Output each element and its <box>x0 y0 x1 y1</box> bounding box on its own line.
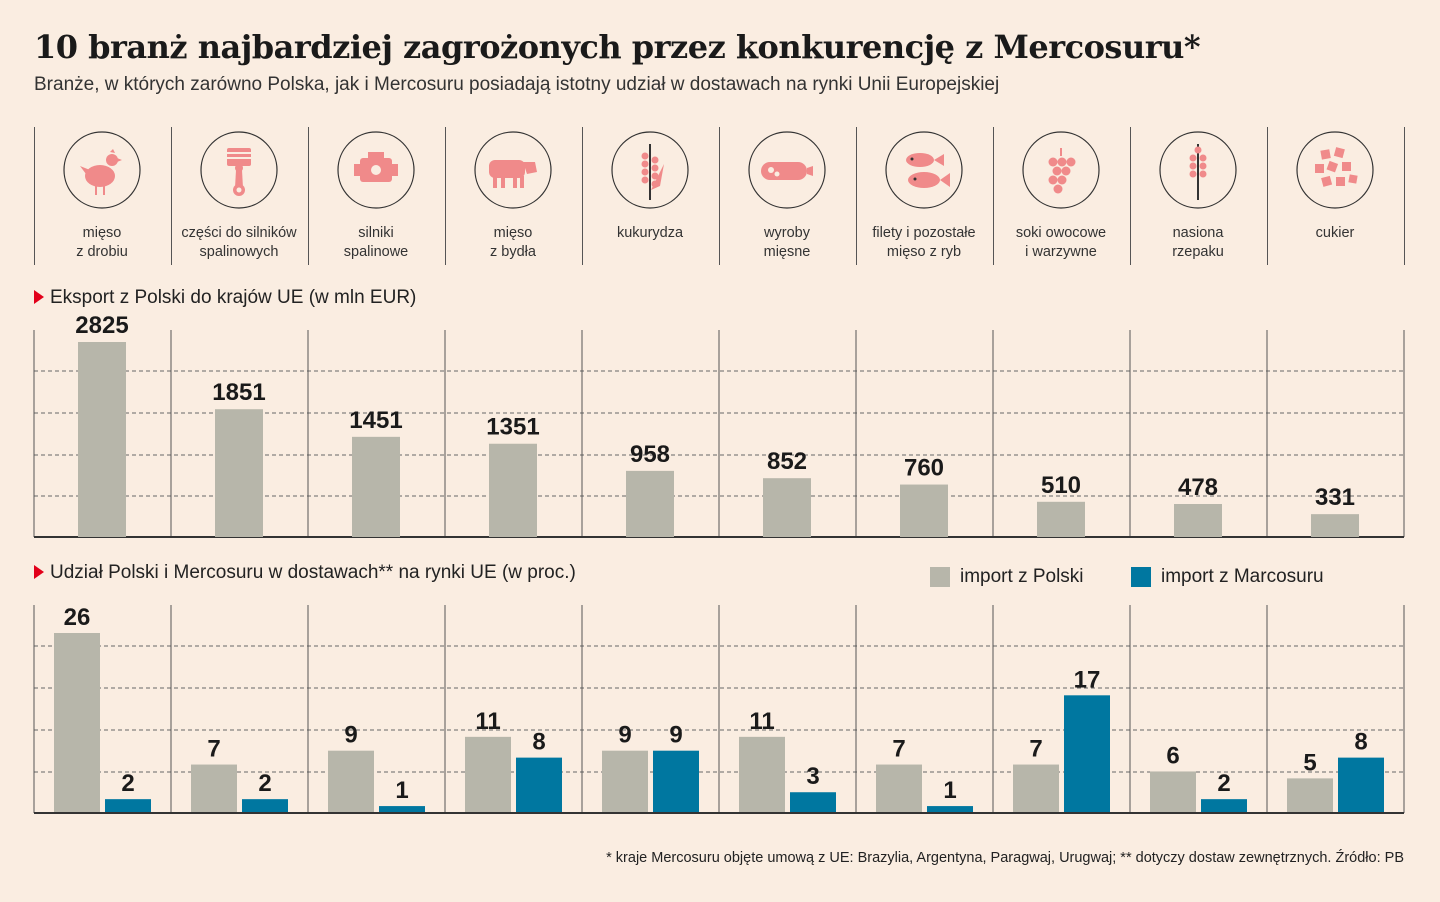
bar-poland <box>465 736 511 813</box>
data-label-mercosur: 9 <box>669 722 682 749</box>
legend-item-poland: import z Polski <box>930 566 1084 588</box>
bar-mercosur <box>516 757 562 813</box>
chicken-icon <box>62 130 142 210</box>
data-label-poland: 11 <box>475 708 500 735</box>
data-label: 478 <box>1178 474 1218 501</box>
category-label: nasiona rzepaku <box>1172 225 1224 260</box>
data-label-poland: 5 <box>1303 749 1316 776</box>
bar-mercosur <box>790 792 836 813</box>
legend-swatch-blue <box>1131 567 1151 587</box>
data-label: 760 <box>904 455 944 482</box>
bar-mercosur <box>1338 757 1384 813</box>
data-label: 1351 <box>486 414 539 441</box>
sugar-cubes-icon <box>1295 130 1375 210</box>
data-label-poland: 11 <box>749 708 774 735</box>
data-label-mercosur: 2 <box>1217 770 1230 797</box>
bar-poland <box>1013 764 1059 813</box>
bar-poland <box>191 764 237 813</box>
bar-poland <box>602 750 648 813</box>
rapeseed-icon <box>1158 130 1238 210</box>
legend-swatch-gray <box>930 567 950 587</box>
data-label: 1851 <box>212 379 265 406</box>
piston-icon <box>199 130 279 210</box>
export-heading: Eksport z Polski do krajów UE (w mln EUR… <box>34 287 416 309</box>
category-label: cukier <box>1315 225 1355 241</box>
bar-mercosur <box>379 806 425 813</box>
category-label: wyroby mięsne <box>763 225 811 260</box>
category-label: części do silników spalinowych <box>181 225 297 260</box>
data-label: 2825 <box>75 312 128 339</box>
red-triangle-icon <box>34 565 44 579</box>
category-label: mięso z bydła <box>490 225 536 260</box>
data-label: 331 <box>1315 484 1355 511</box>
bar-poland <box>1287 778 1333 813</box>
sausage-icon <box>747 130 827 210</box>
bar <box>1311 514 1359 537</box>
data-label-mercosur: 1 <box>395 777 408 804</box>
data-label-mercosur: 3 <box>806 763 819 790</box>
data-label-mercosur: 1 <box>943 777 956 804</box>
data-label-poland: 26 <box>64 604 91 631</box>
data-label-mercosur: 2 <box>258 770 271 797</box>
bar-poland <box>1150 771 1196 813</box>
data-label-poland: 7 <box>892 736 905 763</box>
data-label-mercosur: 8 <box>532 729 545 756</box>
bar-mercosur <box>1201 799 1247 813</box>
bar-poland <box>328 750 374 813</box>
data-label-mercosur: 2 <box>121 770 134 797</box>
engine-icon <box>336 130 416 210</box>
bar <box>1037 501 1085 537</box>
bar <box>352 436 400 537</box>
data-label-mercosur: 17 <box>1074 666 1101 693</box>
red-triangle-icon <box>34 290 44 304</box>
bar <box>215 409 263 537</box>
page-subtitle: Branże, w których zarówno Polska, jak i … <box>34 74 1000 95</box>
fish-icon <box>884 130 964 210</box>
category-label: soki owocowe i warzywne <box>1015 225 1107 260</box>
bar-poland <box>876 764 922 813</box>
bar-poland <box>739 736 785 813</box>
grapes-icon <box>1021 130 1101 210</box>
data-label-poland: 6 <box>1166 742 1179 769</box>
data-label-poland: 7 <box>207 736 220 763</box>
page-title: 10 branż najbardziej zagrożonych przez k… <box>34 28 1201 66</box>
data-label: 958 <box>630 441 670 468</box>
bar-mercosur <box>653 750 699 813</box>
data-label: 852 <box>767 448 807 475</box>
bar <box>626 470 674 537</box>
category-label: filety i pozostałe mięso z ryb <box>872 225 976 260</box>
corn-icon <box>610 130 690 210</box>
data-label-mercosur: 8 <box>1354 729 1367 756</box>
cow-icon <box>473 130 553 210</box>
data-label-poland: 7 <box>1029 736 1042 763</box>
bar <box>78 342 126 537</box>
data-label-poland: 9 <box>344 722 357 749</box>
data-label: 1451 <box>349 407 402 434</box>
data-label: 510 <box>1041 472 1081 499</box>
footnote: * kraje Mercosuru objęte umową z UE: Bra… <box>606 850 1404 866</box>
category-label: mięso z drobiu <box>76 225 128 260</box>
bar <box>763 478 811 537</box>
share-heading: Udział Polski i Mercosuru w dostawach** … <box>34 562 576 584</box>
legend-item-mercosur: import z Marcosuru <box>1131 566 1324 588</box>
bar-mercosur <box>105 799 151 813</box>
bar <box>900 484 948 537</box>
bar <box>1174 504 1222 537</box>
data-label-poland: 9 <box>618 722 631 749</box>
bar-mercosur <box>1064 695 1110 813</box>
bar-mercosur <box>242 799 288 813</box>
bar <box>489 443 537 537</box>
bar-poland <box>54 633 100 813</box>
category-label: kukurydza <box>616 225 684 241</box>
bar-mercosur <box>927 806 973 813</box>
category-label: silniki spalinowe <box>343 225 409 260</box>
